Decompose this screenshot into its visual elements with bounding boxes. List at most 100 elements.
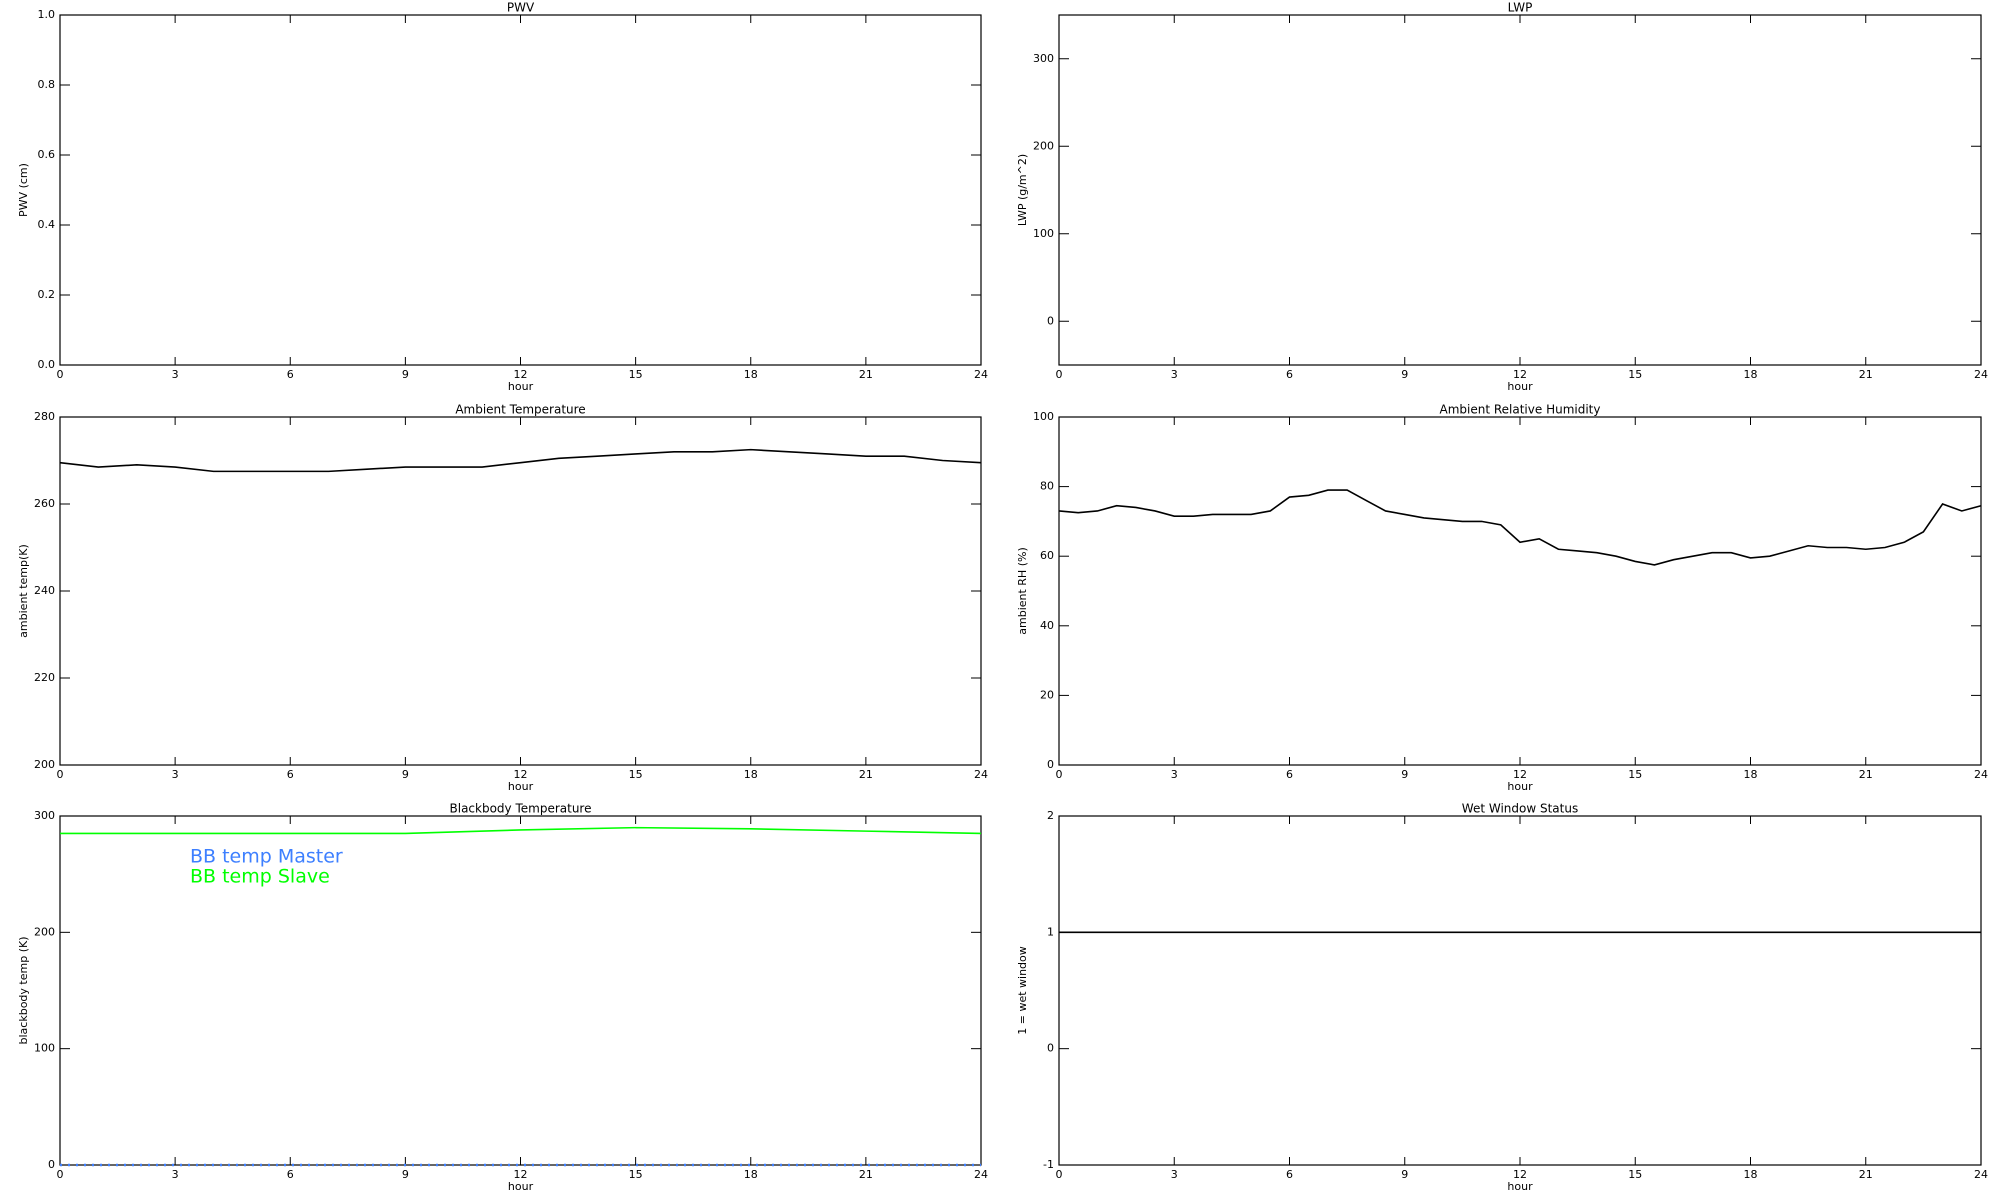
x-axis-label: hour (1507, 1180, 1533, 1193)
x-tick-label: 18 (1744, 768, 1758, 781)
data-line (60, 826, 982, 835)
x-tick-label: 21 (1859, 368, 1873, 381)
x-tick-label: 0 (1056, 1168, 1063, 1181)
y-tick-label: 300 (1033, 52, 1054, 65)
x-tick-label: 21 (859, 768, 873, 781)
y-tick-label: 0 (1047, 1042, 1054, 1055)
x-tick-label: 3 (1171, 768, 1178, 781)
x-tick-label: 12 (514, 368, 528, 381)
chart-title: PWV (507, 1, 535, 15)
x-tick-label: 6 (1286, 368, 1293, 381)
y-tick-label: 300 (34, 809, 55, 822)
x-tick-label: 9 (402, 1168, 409, 1181)
y-tick-label: 0.8 (38, 78, 56, 91)
y-tick-label: 220 (34, 671, 55, 684)
y-tick-label: 0.2 (38, 288, 56, 301)
y-tick-label: 100 (1033, 410, 1054, 423)
chart-title: LWP (1508, 1, 1533, 15)
plot-frame (1058, 416, 1982, 766)
y-axis-label: 1 = wet window (1016, 946, 1029, 1035)
x-tick-label: 18 (744, 368, 758, 381)
x-tick-label: 24 (974, 368, 988, 381)
y-tick-label: 0 (1047, 314, 1054, 327)
y-tick-label: 20 (1040, 688, 1054, 701)
x-tick-label: 21 (859, 368, 873, 381)
x-tick-label: 18 (744, 768, 758, 781)
y-tick-label: 0.4 (38, 218, 56, 231)
y-tick-label: 1.0 (38, 8, 56, 21)
y-axis-label: ambient temp(K) (17, 544, 30, 638)
x-tick-label: 0 (57, 768, 64, 781)
x-tick-label: 18 (1744, 1168, 1758, 1181)
data-line (1058, 489, 1982, 566)
y-tick-label: 80 (1040, 480, 1054, 493)
x-tick-label: 0 (1056, 768, 1063, 781)
y-tick-label: 60 (1040, 549, 1054, 562)
data-line (59, 448, 982, 473)
x-tick-label: 6 (287, 1168, 294, 1181)
x-tick-label: 9 (402, 368, 409, 381)
x-tick-label: 15 (629, 1168, 643, 1181)
chart-title: Ambient Temperature (455, 403, 585, 417)
x-tick-label: 15 (1628, 368, 1642, 381)
y-tick-label: 280 (34, 410, 55, 423)
x-tick-label: 18 (744, 1168, 758, 1181)
chart-title: Ambient Relative Humidity (1440, 403, 1601, 417)
y-axis-label: LWP (g/m^2) (1016, 154, 1029, 226)
x-tick-label: 24 (974, 768, 988, 781)
x-tick-label: 15 (629, 768, 643, 781)
y-tick-label: -1 (1043, 1158, 1054, 1171)
plot-frame (59, 14, 982, 366)
x-tick-label: 3 (172, 1168, 179, 1181)
x-tick-label: 12 (514, 768, 528, 781)
y-tick-label: 1 (1047, 925, 1054, 938)
y-axis-label: blackbody temp (K) (17, 937, 30, 1045)
x-tick-label: 12 (1513, 368, 1527, 381)
x-tick-label: 12 (1513, 768, 1527, 781)
y-axis-label: PWV (cm) (17, 163, 30, 217)
x-tick-label: 3 (1171, 1168, 1178, 1181)
x-axis-label: hour (508, 780, 534, 793)
x-axis-label: hour (1507, 780, 1533, 793)
x-tick-label: 6 (1286, 1168, 1293, 1181)
x-tick-label: 21 (1859, 768, 1873, 781)
y-tick-label: 0 (48, 1158, 55, 1171)
x-axis-label: hour (1507, 380, 1533, 393)
x-tick-label: 9 (1401, 368, 1408, 381)
x-tick-label: 9 (1401, 1168, 1408, 1181)
x-tick-label: 3 (172, 768, 179, 781)
legend-entry: BB temp Slave (190, 866, 330, 888)
y-tick-label: 200 (34, 925, 55, 938)
x-tick-label: 12 (514, 1168, 528, 1181)
chart-title: Blackbody Temperature (450, 802, 592, 816)
x-tick-label: 6 (1286, 768, 1293, 781)
x-tick-label: 24 (974, 1168, 988, 1181)
y-tick-label: 0.6 (38, 148, 56, 161)
y-tick-label: 240 (34, 584, 55, 597)
y-tick-label: 100 (34, 1042, 55, 1055)
chart-title: Wet Window Status (1462, 802, 1578, 816)
x-tick-label: 0 (57, 1168, 64, 1181)
x-axis-label: hour (508, 1180, 534, 1193)
x-tick-label: 15 (629, 368, 643, 381)
y-tick-label: 200 (34, 758, 55, 771)
y-tick-label: 0 (1047, 758, 1054, 771)
y-tick-label: 2 (1047, 809, 1054, 822)
x-tick-label: 21 (859, 1168, 873, 1181)
x-tick-label: 0 (1056, 368, 1063, 381)
x-tick-label: 24 (1974, 768, 1988, 781)
plot-frame (1058, 14, 1982, 366)
x-tick-label: 15 (1628, 768, 1642, 781)
x-tick-label: 6 (287, 768, 294, 781)
x-tick-label: 15 (1628, 1168, 1642, 1181)
x-tick-label: 3 (172, 368, 179, 381)
y-axis-label: ambient RH (%) (1016, 547, 1029, 635)
legend-entry: BB temp Master (190, 846, 343, 868)
x-tick-label: 12 (1513, 1168, 1527, 1181)
x-tick-label: 3 (1171, 368, 1178, 381)
x-tick-label: 21 (1859, 1168, 1873, 1181)
x-tick-label: 9 (1401, 768, 1408, 781)
plot-frame (1058, 815, 1982, 1166)
y-tick-label: 40 (1040, 619, 1054, 632)
